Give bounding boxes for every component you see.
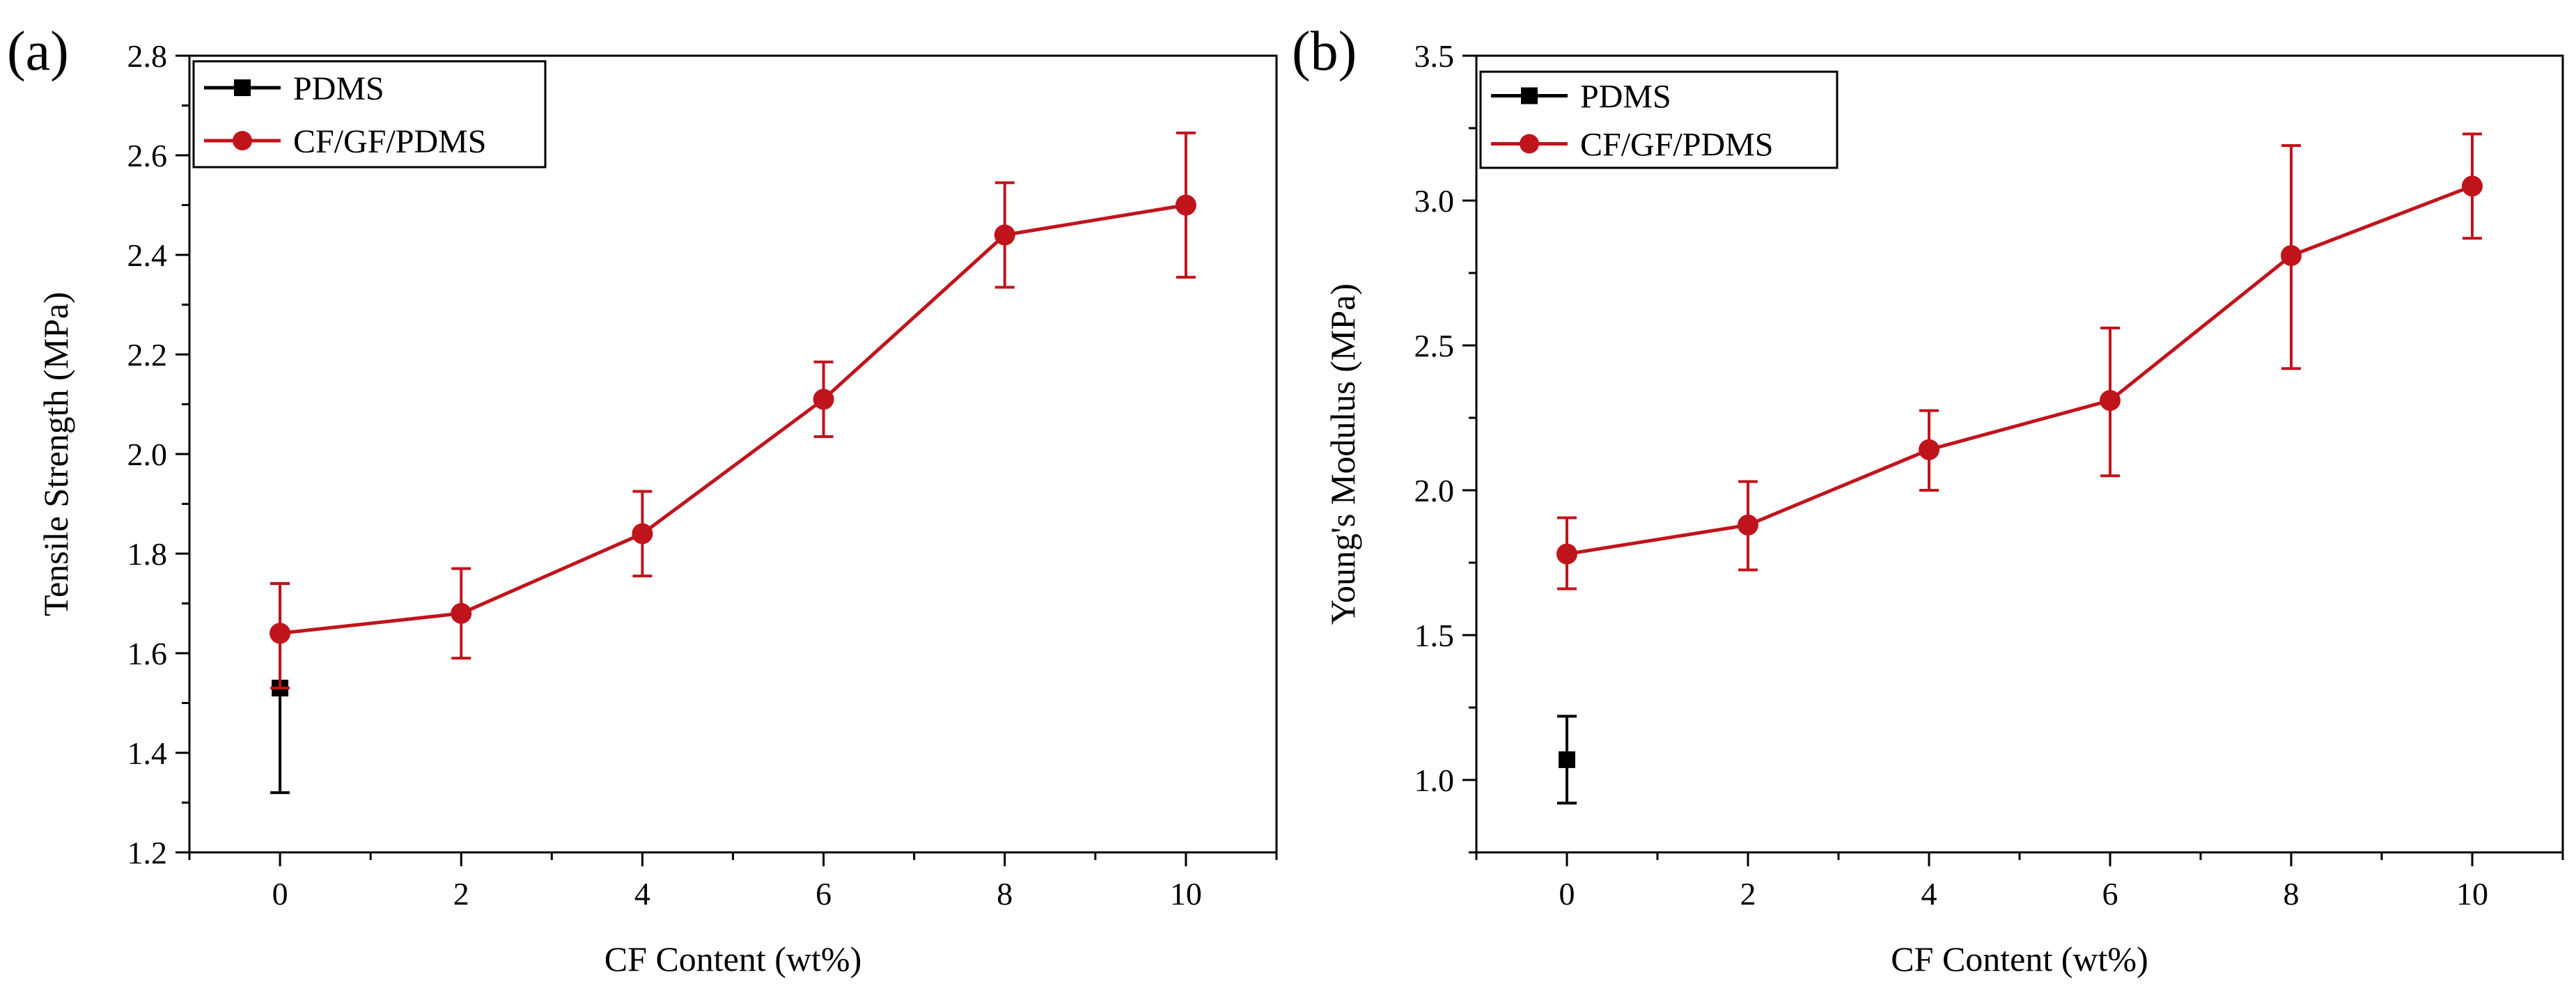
y-tick-label: 2.6 <box>127 138 168 173</box>
y-tick-label: 2.4 <box>127 237 168 273</box>
legend-marker <box>233 131 252 150</box>
series-cf-gf-pdms <box>1556 132 2483 591</box>
y-tick-label: 2.0 <box>127 437 168 472</box>
series-pdms <box>1557 714 1577 805</box>
legend-label: PDMS <box>293 70 384 107</box>
y-tick-label: 1.8 <box>127 536 168 572</box>
legend-marker <box>1521 87 1538 104</box>
data-point <box>2281 245 2302 267</box>
data-point <box>1559 751 1575 768</box>
chart-panel-a: (a) 0 2 4 6 8 10 1.2 1.4 1.6 1.8 2.0 2.2 2.4 2.6 2.8 CF … <box>7 21 1278 978</box>
x-axis-title: CF Content (wt%) <box>1891 939 2148 978</box>
data-point <box>1919 439 1939 460</box>
data-point <box>270 623 291 644</box>
legend: PDMS CF/GF/PDMS <box>192 60 547 169</box>
x-tick-label: 4 <box>1921 876 1937 912</box>
legend-marker <box>1520 134 1539 154</box>
y-tick-label: 2.2 <box>127 337 168 373</box>
chart-panel-b: (b) 0 2 4 6 8 10 1.0 1.5 2.0 2.5 3.0 3.5 CF Content (… <box>1292 21 2564 978</box>
x-tick-label: 10 <box>1170 876 1202 912</box>
data-point <box>2462 175 2483 197</box>
y-tick-label: 2.0 <box>1414 473 1455 508</box>
data-point <box>632 523 653 545</box>
x-tick-label: 0 <box>272 876 288 912</box>
y-tick-label: 1.6 <box>127 636 168 671</box>
y-tick-label: 1.2 <box>127 835 168 870</box>
legend-label: CF/GF/PDMS <box>293 123 486 160</box>
series-cf-gf-pdms <box>270 131 1196 690</box>
y-axis-title: Tensile Strength (MPa) <box>36 292 75 616</box>
legend: PDMS CF/GF/PDMS <box>1479 70 1839 169</box>
y-tick-label: 1.0 <box>1414 763 1455 798</box>
data-point <box>1556 543 1577 565</box>
legend-box <box>192 60 547 169</box>
y-tick-label: 2.5 <box>1414 328 1455 364</box>
y-tick-label: 2.8 <box>127 38 168 74</box>
x-tick-label: 6 <box>2102 876 2118 912</box>
x-tick-label: 10 <box>2456 876 2488 912</box>
plot-frame <box>188 54 1278 854</box>
data-point <box>994 224 1015 246</box>
data-point <box>1175 194 1196 216</box>
series-line <box>1566 184 2473 556</box>
y-tick-label: 1.4 <box>127 735 168 771</box>
legend-label: CF/GF/PDMS <box>1580 127 1773 164</box>
data-point <box>813 389 834 410</box>
panel-label: (a) <box>7 21 69 82</box>
x-tick-label: 4 <box>634 876 650 912</box>
data-point <box>1738 514 1758 536</box>
x-tick-label: 6 <box>815 876 832 912</box>
x-tick-label: 2 <box>1740 876 1756 912</box>
y-tick-label: 1.5 <box>1414 618 1455 653</box>
y-axis-title: Young's Modulus (MPa) <box>1323 283 1362 625</box>
x-tick-label: 2 <box>453 876 469 912</box>
data-point <box>2100 390 2121 412</box>
x-tick-label: 8 <box>2284 876 2300 912</box>
x-tick-label: 8 <box>997 876 1013 912</box>
data-point <box>451 602 472 624</box>
legend-label: PDMS <box>1580 79 1671 116</box>
y-tick-label: 3.0 <box>1414 183 1455 219</box>
legend-marker <box>234 79 251 96</box>
y-tick-label: 3.5 <box>1414 38 1455 74</box>
x-axis-title: CF Content (wt%) <box>604 939 861 978</box>
panel-label: (b) <box>1292 21 1357 82</box>
plot-frame <box>1475 54 2564 854</box>
x-tick-label: 0 <box>1559 876 1575 912</box>
legend-box <box>1479 70 1839 169</box>
series-line <box>279 203 1187 635</box>
